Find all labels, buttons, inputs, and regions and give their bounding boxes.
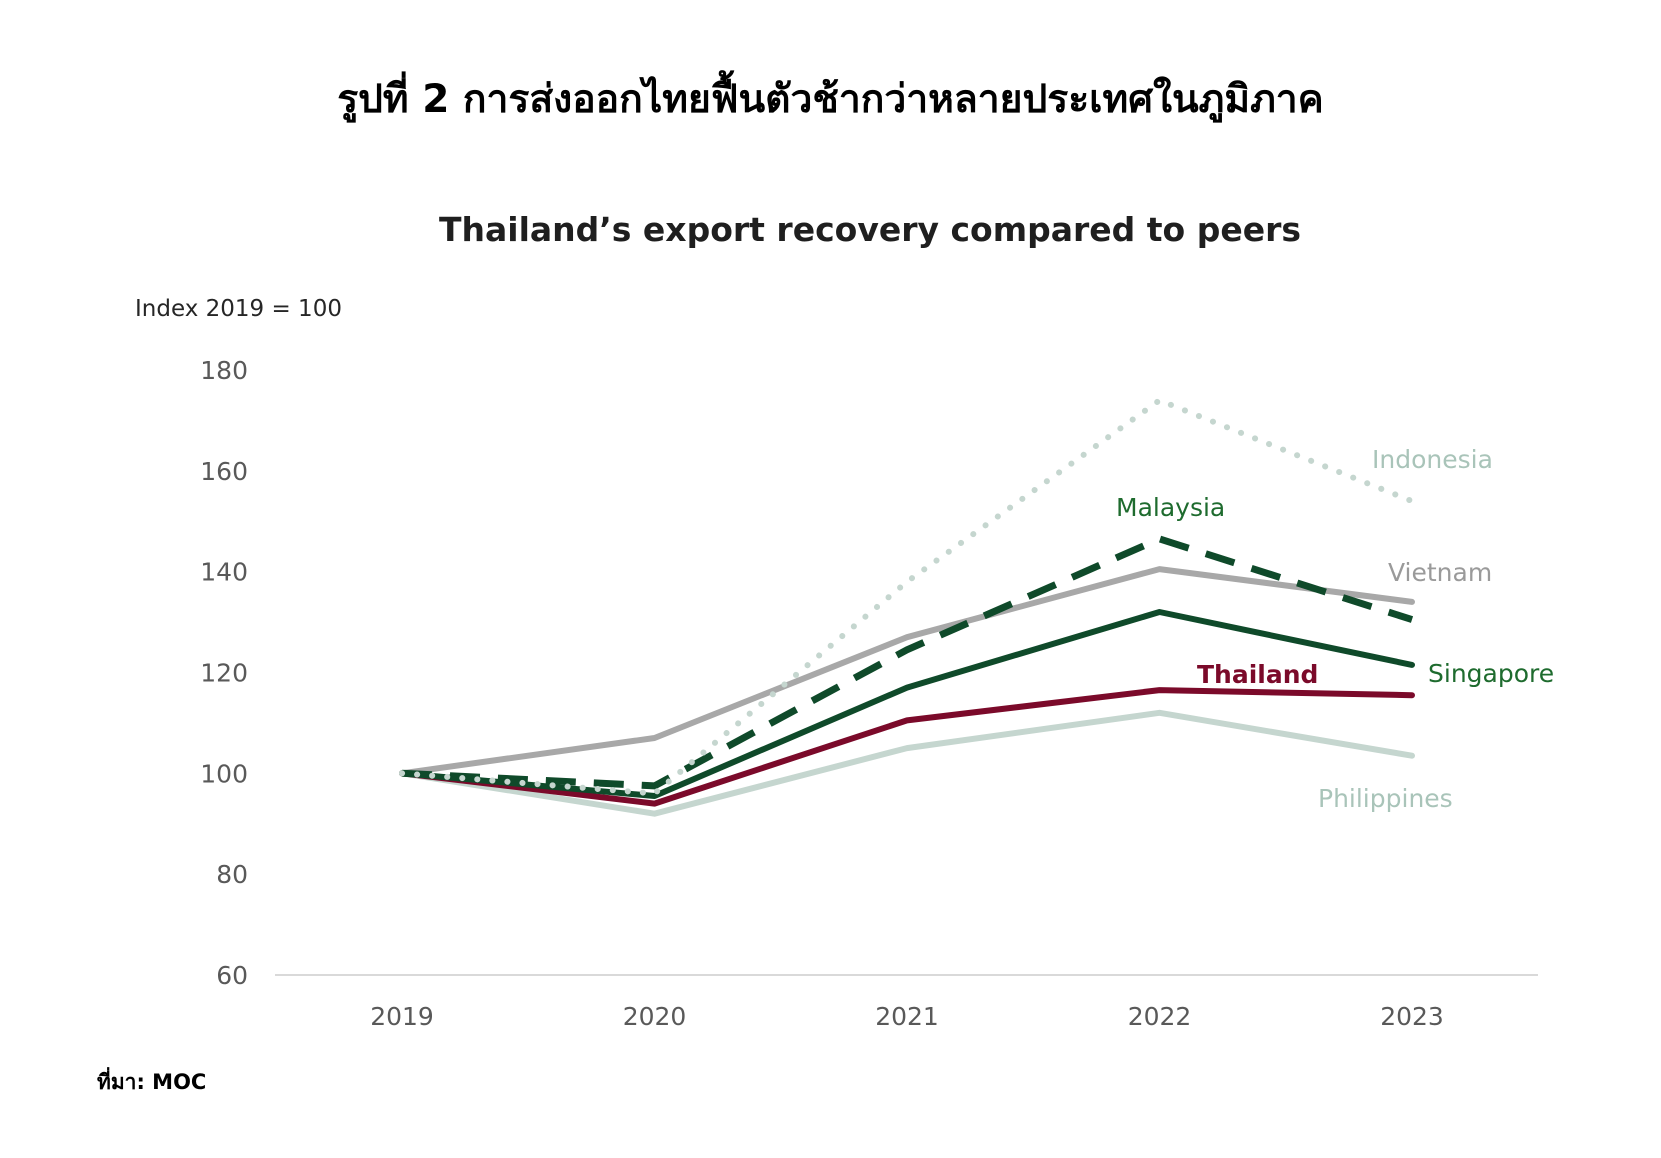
series-line-vietnam [399,566,1415,777]
series-label-philippines: Philippines [1318,784,1453,813]
series-labels: Philippines Thailand Singapore Vietnam Malay… [1116,445,1554,813]
axes: 60 80 100 120 140 160 180 2019 2020 2021 2022 2023 [200,356,1538,1031]
y-tick-label: 160 [200,457,248,486]
x-tick-label: 2022 [1128,1002,1192,1031]
series-label-vietnam: Vietnam [1388,558,1492,587]
series-line-philippines [399,709,1415,817]
x-tick-label: 2023 [1380,1002,1444,1031]
y-tick-label: 60 [216,961,248,990]
y-tick-label: 100 [200,759,248,788]
x-tick-label: 2020 [623,1002,687,1031]
series-line-thailand [399,687,1415,807]
x-tick-label: 2019 [370,1002,434,1031]
y-tick-label: 80 [216,860,248,889]
series-line-singapore [399,609,1415,799]
y-tick-label: 180 [200,356,248,385]
series-lines [399,397,1415,817]
x-tick-label: 2021 [875,1002,939,1031]
series-label-malaysia: Malaysia [1116,493,1225,522]
y-tick-label: 120 [200,659,248,688]
series-line-indonesia [399,397,1415,797]
series-label-indonesia: Indonesia [1372,445,1493,474]
series-label-singapore: Singapore [1428,659,1554,688]
series-line-malaysia [401,535,1414,790]
y-tick-label: 140 [200,558,248,587]
y-axis-unit-label: Index 2019 = 100 [135,296,342,322]
figure-title: รูปที่ 2 การส่งออกไทยฟื้นตัวช้ากว่าหลายป… [337,77,1324,122]
source-note: ที่มา: MOC [97,1070,207,1094]
chart-title: Thailand’s export recovery compared to p… [438,210,1301,249]
series-label-thailand: Thailand [1197,660,1318,689]
